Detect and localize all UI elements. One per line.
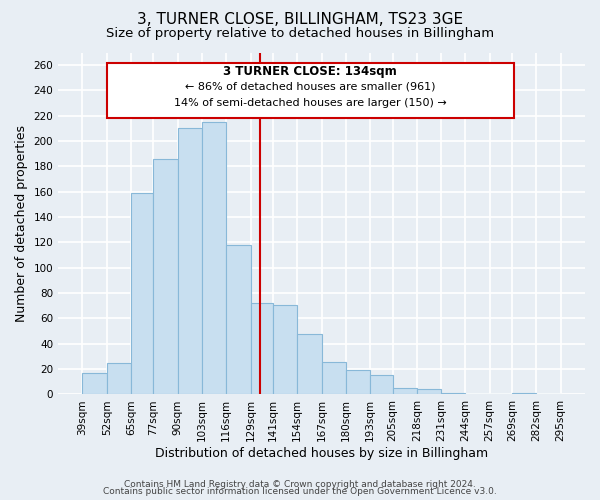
Bar — [131, 193, 154, 394]
Text: ← 86% of detached houses are smaller (961): ← 86% of detached houses are smaller (96… — [185, 82, 436, 92]
FancyBboxPatch shape — [107, 62, 514, 118]
Bar — [178, 128, 202, 394]
Bar — [441, 393, 466, 394]
Bar — [82, 373, 107, 394]
Bar — [346, 370, 370, 394]
Bar — [273, 304, 297, 394]
Text: Size of property relative to detached houses in Billingham: Size of property relative to detached ho… — [106, 28, 494, 40]
Text: 3, TURNER CLOSE, BILLINGHAM, TS23 3GE: 3, TURNER CLOSE, BILLINGHAM, TS23 3GE — [137, 12, 463, 28]
Bar — [251, 304, 273, 394]
Bar — [512, 393, 536, 394]
Bar — [202, 122, 226, 394]
Text: 3 TURNER CLOSE: 134sqm: 3 TURNER CLOSE: 134sqm — [223, 65, 397, 78]
Text: Contains public sector information licensed under the Open Government Licence v3: Contains public sector information licen… — [103, 488, 497, 496]
Bar — [417, 390, 441, 394]
Text: 14% of semi-detached houses are larger (150) →: 14% of semi-detached houses are larger (… — [174, 98, 447, 108]
Bar — [370, 376, 392, 394]
Y-axis label: Number of detached properties: Number of detached properties — [15, 125, 28, 322]
Bar — [322, 362, 346, 394]
Bar — [226, 245, 251, 394]
Bar — [392, 388, 417, 394]
X-axis label: Distribution of detached houses by size in Billingham: Distribution of detached houses by size … — [155, 447, 488, 460]
Bar — [154, 159, 178, 394]
Text: Contains HM Land Registry data © Crown copyright and database right 2024.: Contains HM Land Registry data © Crown c… — [124, 480, 476, 489]
Bar — [297, 334, 322, 394]
Bar — [107, 363, 131, 394]
